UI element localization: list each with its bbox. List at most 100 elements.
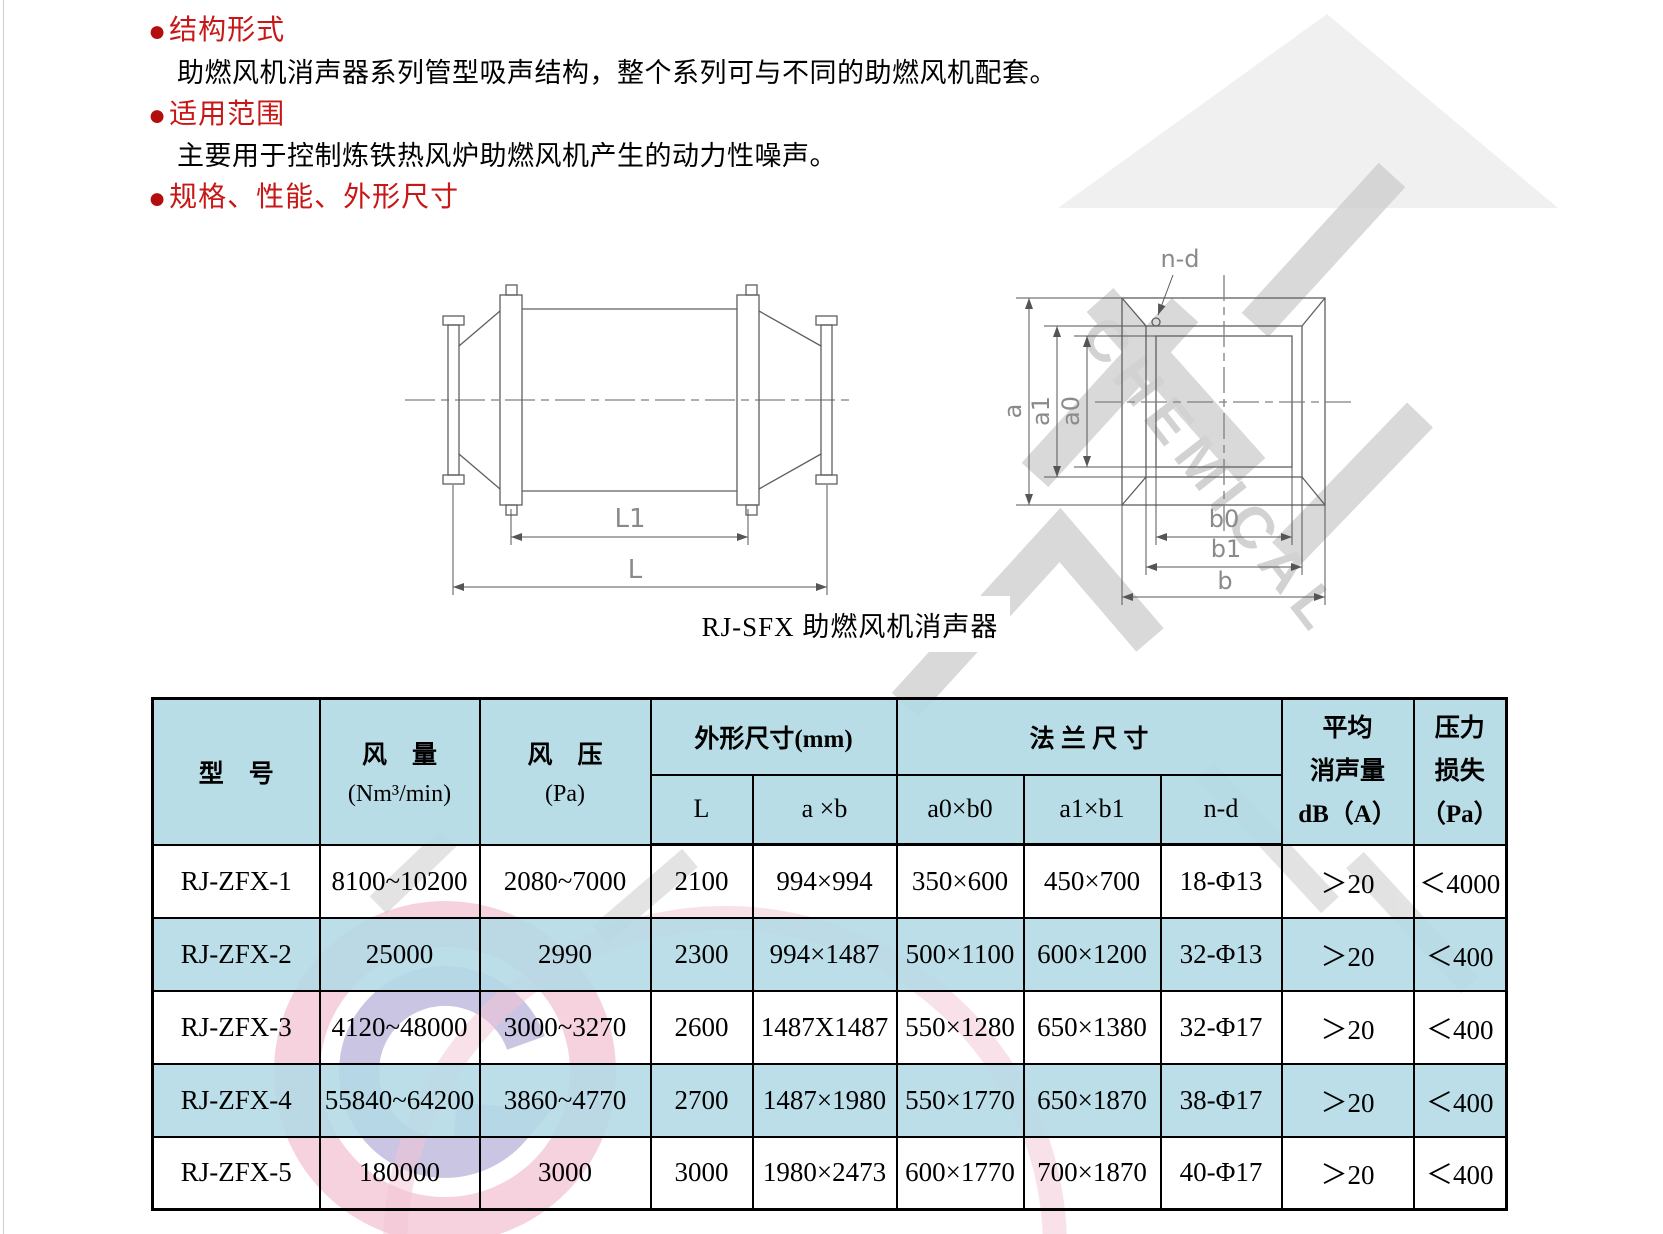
figure-caption: RJ-SFX 助燃风机消声器 <box>690 596 1010 652</box>
table-cell: 2100 <box>649 843 754 919</box>
inlet-cone <box>458 310 501 490</box>
dim-label-l1: L1 <box>614 504 645 534</box>
side-view-labels: L1 L <box>614 504 645 585</box>
bullet-icon: ● <box>148 15 168 48</box>
table-cell: ＜400 <box>1412 989 1508 1065</box>
table-row: RJ-ZFX-2 25000 2990 2300 994×1487 500×11… <box>151 916 1508 992</box>
side-view-drawing <box>405 284 850 516</box>
table-row: RJ-ZFX-5 180000 3000 3000 1980×2473 600×… <box>151 1135 1508 1211</box>
table-cell: ＜400 <box>1412 1135 1508 1211</box>
end-view-dimensions <box>1016 274 1326 605</box>
table-row: RJ-ZFX-3 4120~48000 3000~3270 2600 1487X… <box>151 989 1508 1065</box>
col-group-flange: 法 兰 尺 寸 <box>895 697 1283 776</box>
table-cell: 3860~4770 <box>478 1062 652 1138</box>
silencer-body <box>522 308 737 492</box>
section-body-structure: 助燃风机消声器系列管型吸声结构，整个系列可与不同的助燃风机配套。 <box>177 58 1057 88</box>
table-cell: ＞20 <box>1280 989 1415 1065</box>
col-header-axb: a ×b <box>751 773 898 846</box>
dim-label-a0: a0 <box>1057 396 1085 426</box>
spec-table: 型 号 风 量 (Nm³/min) 风 压 (Pa) 外形尺寸(mm) 法 兰 … <box>151 697 1509 1211</box>
table-cell: 994×1487 <box>751 916 898 992</box>
table-cell: 550×1280 <box>895 989 1025 1065</box>
section-heading-structure: ●结构形式 <box>148 8 285 49</box>
model-cell: RJ-ZFX-3 <box>151 989 321 1065</box>
technical-drawing: L1 L n-d <box>405 245 1355 605</box>
section-heading-specs: ●规格、性能、外形尺寸 <box>148 175 459 216</box>
col-header-a1b1: a1×b1 <box>1022 773 1162 846</box>
table-cell: ＞20 <box>1280 1062 1415 1138</box>
table-cell: 2700 <box>649 1062 754 1138</box>
table-cell: ＜4000 <box>1412 843 1508 919</box>
section-heading-label: 规格、性能、外形尺寸 <box>169 182 460 213</box>
table-cell: 994×994 <box>751 843 898 919</box>
table-cell: 1487X1487 <box>751 989 898 1065</box>
watermark-triangle <box>1058 14 1558 208</box>
table-cell: 350×600 <box>895 843 1025 919</box>
table-cell: 18-Φ13 <box>1159 843 1283 919</box>
col-header-pressure-loss: 压力 损失 （Pa） <box>1412 697 1508 846</box>
table-cell: 2600 <box>649 989 754 1065</box>
model-cell: RJ-ZFX-1 <box>151 843 321 919</box>
table-cell: 650×1380 <box>1022 989 1162 1065</box>
table-cell: 180000 <box>318 1135 481 1211</box>
table-cell: 25000 <box>318 916 481 992</box>
table-cell: 1487×1980 <box>751 1062 898 1138</box>
model-cell: RJ-ZFX-2 <box>151 916 321 992</box>
outlet-cone <box>758 310 822 490</box>
table-cell: 3000~3270 <box>478 989 652 1065</box>
table-cell: 450×700 <box>1022 843 1162 919</box>
table-cell: 550×1770 <box>895 1062 1025 1138</box>
bullet-icon: ● <box>148 182 168 215</box>
col-header-pressure: 风 压 (Pa) <box>478 697 652 846</box>
table-row: RJ-ZFX-1 8100~10200 2080~7000 2100 994×9… <box>151 843 1508 919</box>
bolt-hole <box>1151 317 1161 327</box>
end-view-labels: n-d a a1 a0 b0 b1 b <box>999 245 1241 595</box>
col-group-dimensions: 外形尺寸(mm) <box>649 697 898 776</box>
table-cell: 3000 <box>649 1135 754 1211</box>
section-body-application: 主要用于控制炼铁热风炉助燃风机产生的动力性噪声。 <box>177 141 837 171</box>
dim-label-l: L <box>628 555 643 585</box>
side-view-dimensions <box>452 485 828 595</box>
table-cell: ＞20 <box>1280 1135 1415 1211</box>
table-cell: 2080~7000 <box>478 843 652 919</box>
bullet-icon: ● <box>148 99 168 132</box>
dim-label-a1: a1 <box>1027 396 1055 426</box>
model-cell: RJ-ZFX-5 <box>151 1135 321 1211</box>
col-header-attenuation: 平均 消声量 dB（A） <box>1280 697 1415 846</box>
table-cell: ＞20 <box>1280 916 1415 992</box>
table-cell: ＜400 <box>1412 916 1508 992</box>
dim-label-nd: n-d <box>1160 245 1199 273</box>
table-cell: 8100~10200 <box>318 843 481 919</box>
dim-label-b: b <box>1217 567 1232 595</box>
table-cell: 500×1100 <box>895 916 1025 992</box>
table-cell: 3000 <box>478 1135 652 1211</box>
table-cell: 650×1870 <box>1022 1062 1162 1138</box>
dim-label-a: a <box>999 404 1027 419</box>
section-heading-label: 结构形式 <box>169 15 286 46</box>
table-cell: 4120~48000 <box>318 989 481 1065</box>
dim-label-b0: b0 <box>1209 505 1240 533</box>
col-header-model: 型 号 <box>151 697 321 846</box>
col-header-airflow: 风 量 (Nm³/min) <box>318 697 481 846</box>
table-cell: 55840~64200 <box>318 1062 481 1138</box>
table-row: RJ-ZFX-4 55840~64200 3860~4770 2700 1487… <box>151 1062 1508 1138</box>
table-cell: 2990 <box>478 916 652 992</box>
section-heading-label: 适用范围 <box>169 99 286 130</box>
table-cell: 38-Φ17 <box>1159 1062 1283 1138</box>
table-cell: 1980×2473 <box>751 1135 898 1211</box>
table-cell: 600×1770 <box>895 1135 1025 1211</box>
table-cell: 700×1870 <box>1022 1135 1162 1211</box>
table-cell: 2300 <box>649 916 754 992</box>
page-left-rule <box>3 0 4 1234</box>
table-cell: 600×1200 <box>1022 916 1162 992</box>
col-header-L: L <box>649 773 754 846</box>
dim-label-b1: b1 <box>1211 535 1242 563</box>
watermark-logo-strokes <box>891 162 1433 718</box>
end-view-drawing <box>1095 275 1355 533</box>
table-cell: ＞20 <box>1280 843 1415 919</box>
table-cell: ＜400 <box>1412 1062 1508 1138</box>
col-header-nd: n-d <box>1159 773 1283 846</box>
table-cell: 40-Φ17 <box>1159 1135 1283 1211</box>
model-cell: RJ-ZFX-4 <box>151 1062 321 1138</box>
